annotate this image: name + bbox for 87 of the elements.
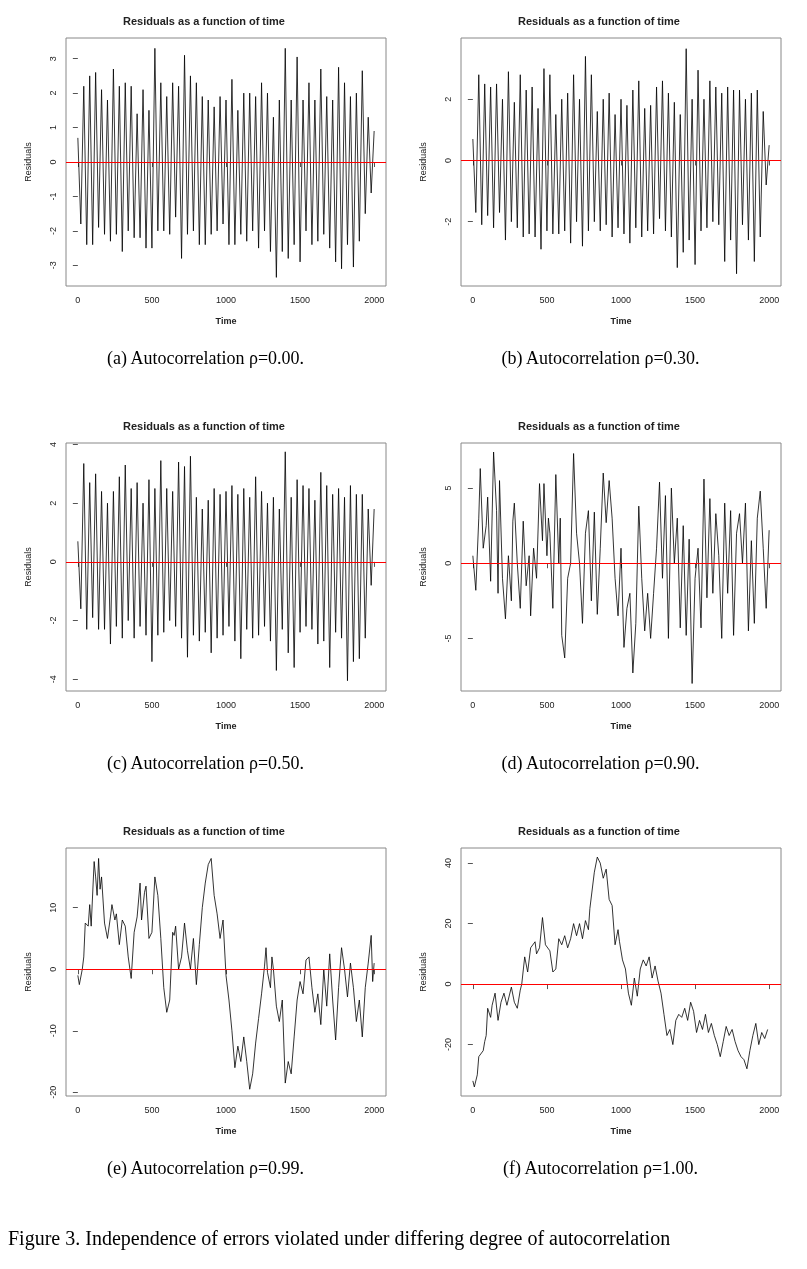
x-axis-title: Time	[610, 315, 632, 326]
y-tick-label: 4	[47, 441, 58, 447]
x-tick-label: 500	[144, 699, 160, 710]
x-axis-title: Time	[215, 315, 237, 326]
y-tick-label: 2	[47, 90, 58, 96]
y-tick-label: -4	[47, 675, 58, 684]
x-tick-label: 2000	[364, 699, 385, 710]
x-tick-label: 2000	[364, 294, 385, 305]
x-tick-label: 1500	[685, 1104, 706, 1115]
x-tick-label: 0	[75, 294, 81, 305]
x-tick-label: 2000	[759, 699, 780, 710]
x-tick-label: 0	[470, 294, 476, 305]
y-tick-label: 2	[47, 500, 58, 506]
text: (f) Autocorrelation ρ=1.00.	[501, 1158, 700, 1179]
y-tick-label: 40	[442, 858, 453, 869]
chart-title: Residuals as a function of time	[123, 14, 285, 27]
y-axis-title: Residuals	[417, 141, 428, 182]
text: (a) Autocorrelation ρ=0.00.	[105, 348, 306, 369]
x-tick-label: 1000	[610, 699, 632, 710]
y-tick-label: 0	[47, 559, 58, 565]
chart-title: Residuals as a function of time	[518, 824, 680, 837]
x-tick-label: 0	[75, 1104, 81, 1115]
x-axis-title: Time	[610, 1125, 632, 1136]
y-axis-title: Residuals	[22, 951, 33, 992]
y-axis-title: Residuals	[417, 951, 428, 992]
caption: Figure 3. Independence of errors violated under differing degree of autocorrelation	[8, 1227, 672, 1250]
y-axis-title: Residuals	[22, 546, 33, 587]
x-tick-label: 1500	[290, 699, 311, 710]
y-tick-label: 0	[442, 157, 453, 163]
y-tick-label: -3	[47, 261, 58, 270]
x-axis-title: Time	[215, 1125, 237, 1136]
chart-title: Residuals as a function of time	[518, 14, 680, 27]
text: (d) Autocorrelation ρ=0.90.	[500, 753, 701, 774]
line-series	[77, 47, 375, 278]
y-tick-label: -20	[442, 1038, 453, 1052]
y-axis-title: Residuals	[417, 546, 428, 587]
x-tick-label: 2000	[364, 1104, 385, 1115]
x-tick-label: 1000	[610, 1104, 632, 1115]
y-tick-label: -20	[47, 1085, 58, 1099]
x-tick-label: 0	[75, 699, 81, 710]
line-series	[472, 856, 769, 1088]
x-tick-label: 1500	[290, 294, 311, 305]
text: (e) Autocorrelation ρ=0.99.	[105, 1158, 306, 1179]
x-tick-label: 1500	[685, 699, 706, 710]
x-tick-label: 1000	[215, 699, 237, 710]
x-tick-label: 500	[539, 699, 555, 710]
x-axis-title: Time	[215, 720, 237, 731]
chart-title: Residuals as a function of time	[518, 419, 680, 432]
x-tick-label: 0	[470, 699, 476, 710]
x-tick-label: 1500	[685, 294, 706, 305]
text: (c) Autocorrelation ρ=0.50.	[105, 753, 306, 774]
x-tick-label: 1500	[290, 1104, 311, 1115]
x-tick-label: 500	[539, 294, 555, 305]
line-series	[77, 858, 375, 1090]
y-tick-label: 10	[47, 902, 58, 913]
y-tick-label: -1	[47, 192, 58, 201]
x-axis-title: Time	[610, 720, 632, 731]
y-tick-label: -2	[442, 217, 453, 226]
y-tick-label: -2	[47, 226, 58, 235]
chart-title: Residuals as a function of time	[123, 824, 285, 837]
y-tick-label: 0	[47, 159, 58, 165]
line-series	[77, 451, 375, 682]
y-tick-label: 0	[442, 560, 453, 566]
x-tick-label: 2000	[759, 294, 780, 305]
x-tick-label: 1000	[215, 1104, 237, 1115]
x-tick-label: 500	[144, 1104, 160, 1115]
y-tick-label: -5	[442, 634, 453, 643]
y-tick-label: 0	[47, 966, 58, 972]
y-tick-label: -10	[47, 1024, 58, 1038]
x-tick-label: 1000	[610, 294, 632, 305]
y-axis-title: Residuals	[22, 141, 33, 182]
line-series	[472, 451, 770, 684]
x-tick-label: 0	[470, 1104, 476, 1115]
y-tick-label: 20	[442, 918, 453, 929]
chart-title: Residuals as a function of time	[123, 419, 285, 432]
x-tick-label: 1000	[215, 294, 237, 305]
y-tick-label: 3	[47, 56, 58, 62]
y-tick-label: 5	[442, 485, 453, 491]
y-tick-label: -2	[47, 616, 58, 625]
y-tick-label: 1	[47, 125, 58, 131]
x-tick-label: 2000	[759, 1104, 780, 1115]
line-series	[472, 48, 770, 275]
text: (b) Autocorrelation ρ=0.30.	[500, 348, 701, 369]
y-tick-label: 2	[442, 96, 453, 102]
x-tick-label: 500	[539, 1104, 555, 1115]
x-tick-label: 500	[144, 294, 160, 305]
y-tick-label: 0	[442, 981, 453, 987]
